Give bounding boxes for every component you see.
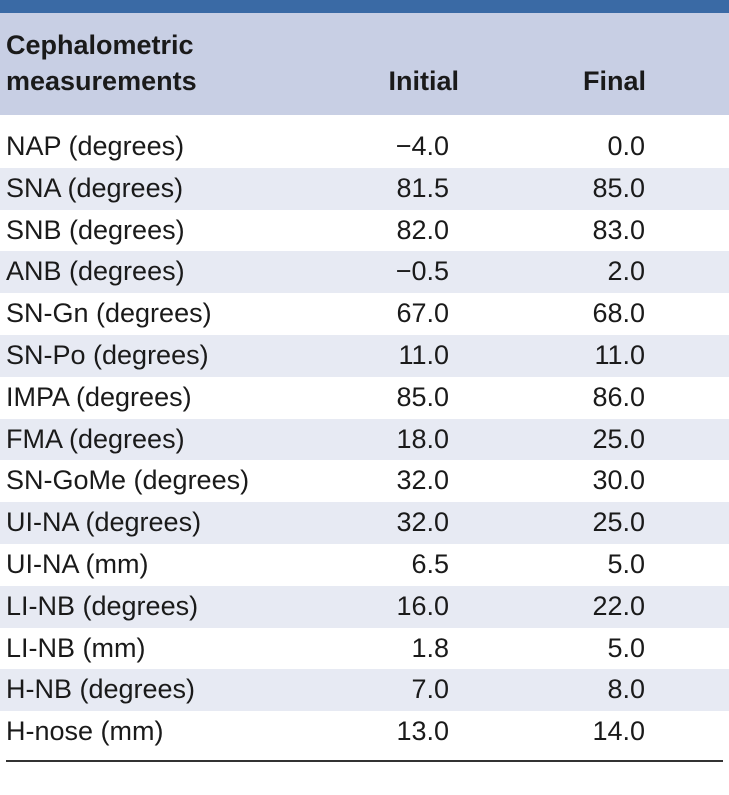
row-label: ANB (degrees) <box>6 256 185 287</box>
row-final-value: 83.0 <box>592 214 645 245</box>
table-row: H-NB (degrees) 7.0 8.0 <box>0 669 729 712</box>
row-final-value: 14.0 <box>592 716 645 747</box>
row-initial-value: 32.0 <box>396 507 449 538</box>
table-row: IMPA (degrees) 85.0 86.0 <box>0 377 729 419</box>
row-final-value: 5.0 <box>607 632 645 663</box>
row-final-value: 25.0 <box>592 423 645 454</box>
row-initial-value: 81.5 <box>396 172 449 203</box>
table-row: SNB (degrees) 82.0 83.0 <box>0 210 729 252</box>
table-row: NAP (degrees) −4.0 0.0 <box>0 126 729 168</box>
row-label: LI-NB (degrees) <box>6 590 199 621</box>
row-final-value: 68.0 <box>592 298 645 329</box>
table-row: FMA (degrees) 18.0 25.0 <box>0 418 729 461</box>
row-initial-value: 32.0 <box>396 465 449 496</box>
row-label: SN-GoMe (degrees) <box>6 465 250 496</box>
header-measurements-label: Cephalometric measurements <box>6 30 197 96</box>
row-final-value: 85.0 <box>592 172 645 203</box>
table-row: UI-NA (mm) 6.5 5.0 <box>0 544 729 586</box>
table-row: UI-NA (degrees) 32.0 25.0 <box>0 502 729 544</box>
row-final-value: 11.0 <box>594 339 645 370</box>
table-row: SN-GoMe (degrees) 32.0 30.0 <box>0 460 729 502</box>
table-row: H-nose (mm) 13.0 14.0 <box>0 711 729 753</box>
row-initial-value: 7.0 <box>411 674 449 705</box>
row-label: UI-NA (degrees) <box>6 507 202 538</box>
row-initial-value: 67.0 <box>396 298 449 329</box>
table-header: Cephalometric measurements Initial Final <box>0 13 729 115</box>
row-final-value: 5.0 <box>607 548 645 579</box>
row-initial-value: 18.0 <box>396 423 449 454</box>
row-initial-value: 82.0 <box>396 214 449 245</box>
row-label: FMA (degrees) <box>6 423 185 454</box>
row-label: NAP (degrees) <box>6 131 185 161</box>
row-initial-value: 11.0 <box>398 339 449 370</box>
row-final-value: 86.0 <box>592 381 645 412</box>
row-final-value: 2.0 <box>607 256 645 287</box>
row-final-value: 30.0 <box>592 465 645 496</box>
row-label: IMPA (degrees) <box>6 381 192 412</box>
table-row: SN-Po (degrees) 11.0 11.0 <box>0 334 729 377</box>
row-label: SN-Gn (degrees) <box>6 298 212 329</box>
row-final-value: 8.0 <box>607 674 645 705</box>
row-final-value: 0.0 <box>607 131 645 161</box>
table-body: NAP (degrees) −4.0 0.0 SNA (degrees) 81.… <box>0 126 729 753</box>
table-row: LI-NB (mm) 1.8 5.0 <box>0 628 729 670</box>
row-initial-value: −0.5 <box>395 256 449 287</box>
header-final-label: Final <box>582 66 646 96</box>
top-rule <box>0 0 729 13</box>
table-row: SN-Gn (degrees) 67.0 68.0 <box>0 293 729 335</box>
row-initial-value: −4.0 <box>395 131 449 161</box>
header-initial-label: Initial <box>388 66 459 96</box>
row-initial-value: 6.5 <box>411 548 449 579</box>
row-label: UI-NA (mm) <box>6 548 149 579</box>
row-initial-value: 85.0 <box>396 381 449 412</box>
row-label: SNA (degrees) <box>6 172 184 203</box>
row-initial-value: 1.8 <box>411 632 449 663</box>
table-row: ANB (degrees) −0.5 2.0 <box>0 251 729 294</box>
table-row: SNA (degrees) 81.5 85.0 <box>0 167 729 210</box>
row-final-value: 22.0 <box>592 590 645 621</box>
row-label: SN-Po (degrees) <box>6 339 209 370</box>
row-final-value: 25.0 <box>592 507 645 538</box>
table-row: LI-NB (degrees) 16.0 22.0 <box>0 585 729 628</box>
row-label: H-nose (mm) <box>6 716 164 747</box>
row-label: LI-NB (mm) <box>6 632 146 663</box>
row-initial-value: 13.0 <box>396 716 449 747</box>
bottom-rule <box>6 760 723 762</box>
row-label: H-NB (degrees) <box>6 674 196 705</box>
row-initial-value: 16.0 <box>396 590 449 621</box>
row-label: SNB (degrees) <box>6 214 185 245</box>
